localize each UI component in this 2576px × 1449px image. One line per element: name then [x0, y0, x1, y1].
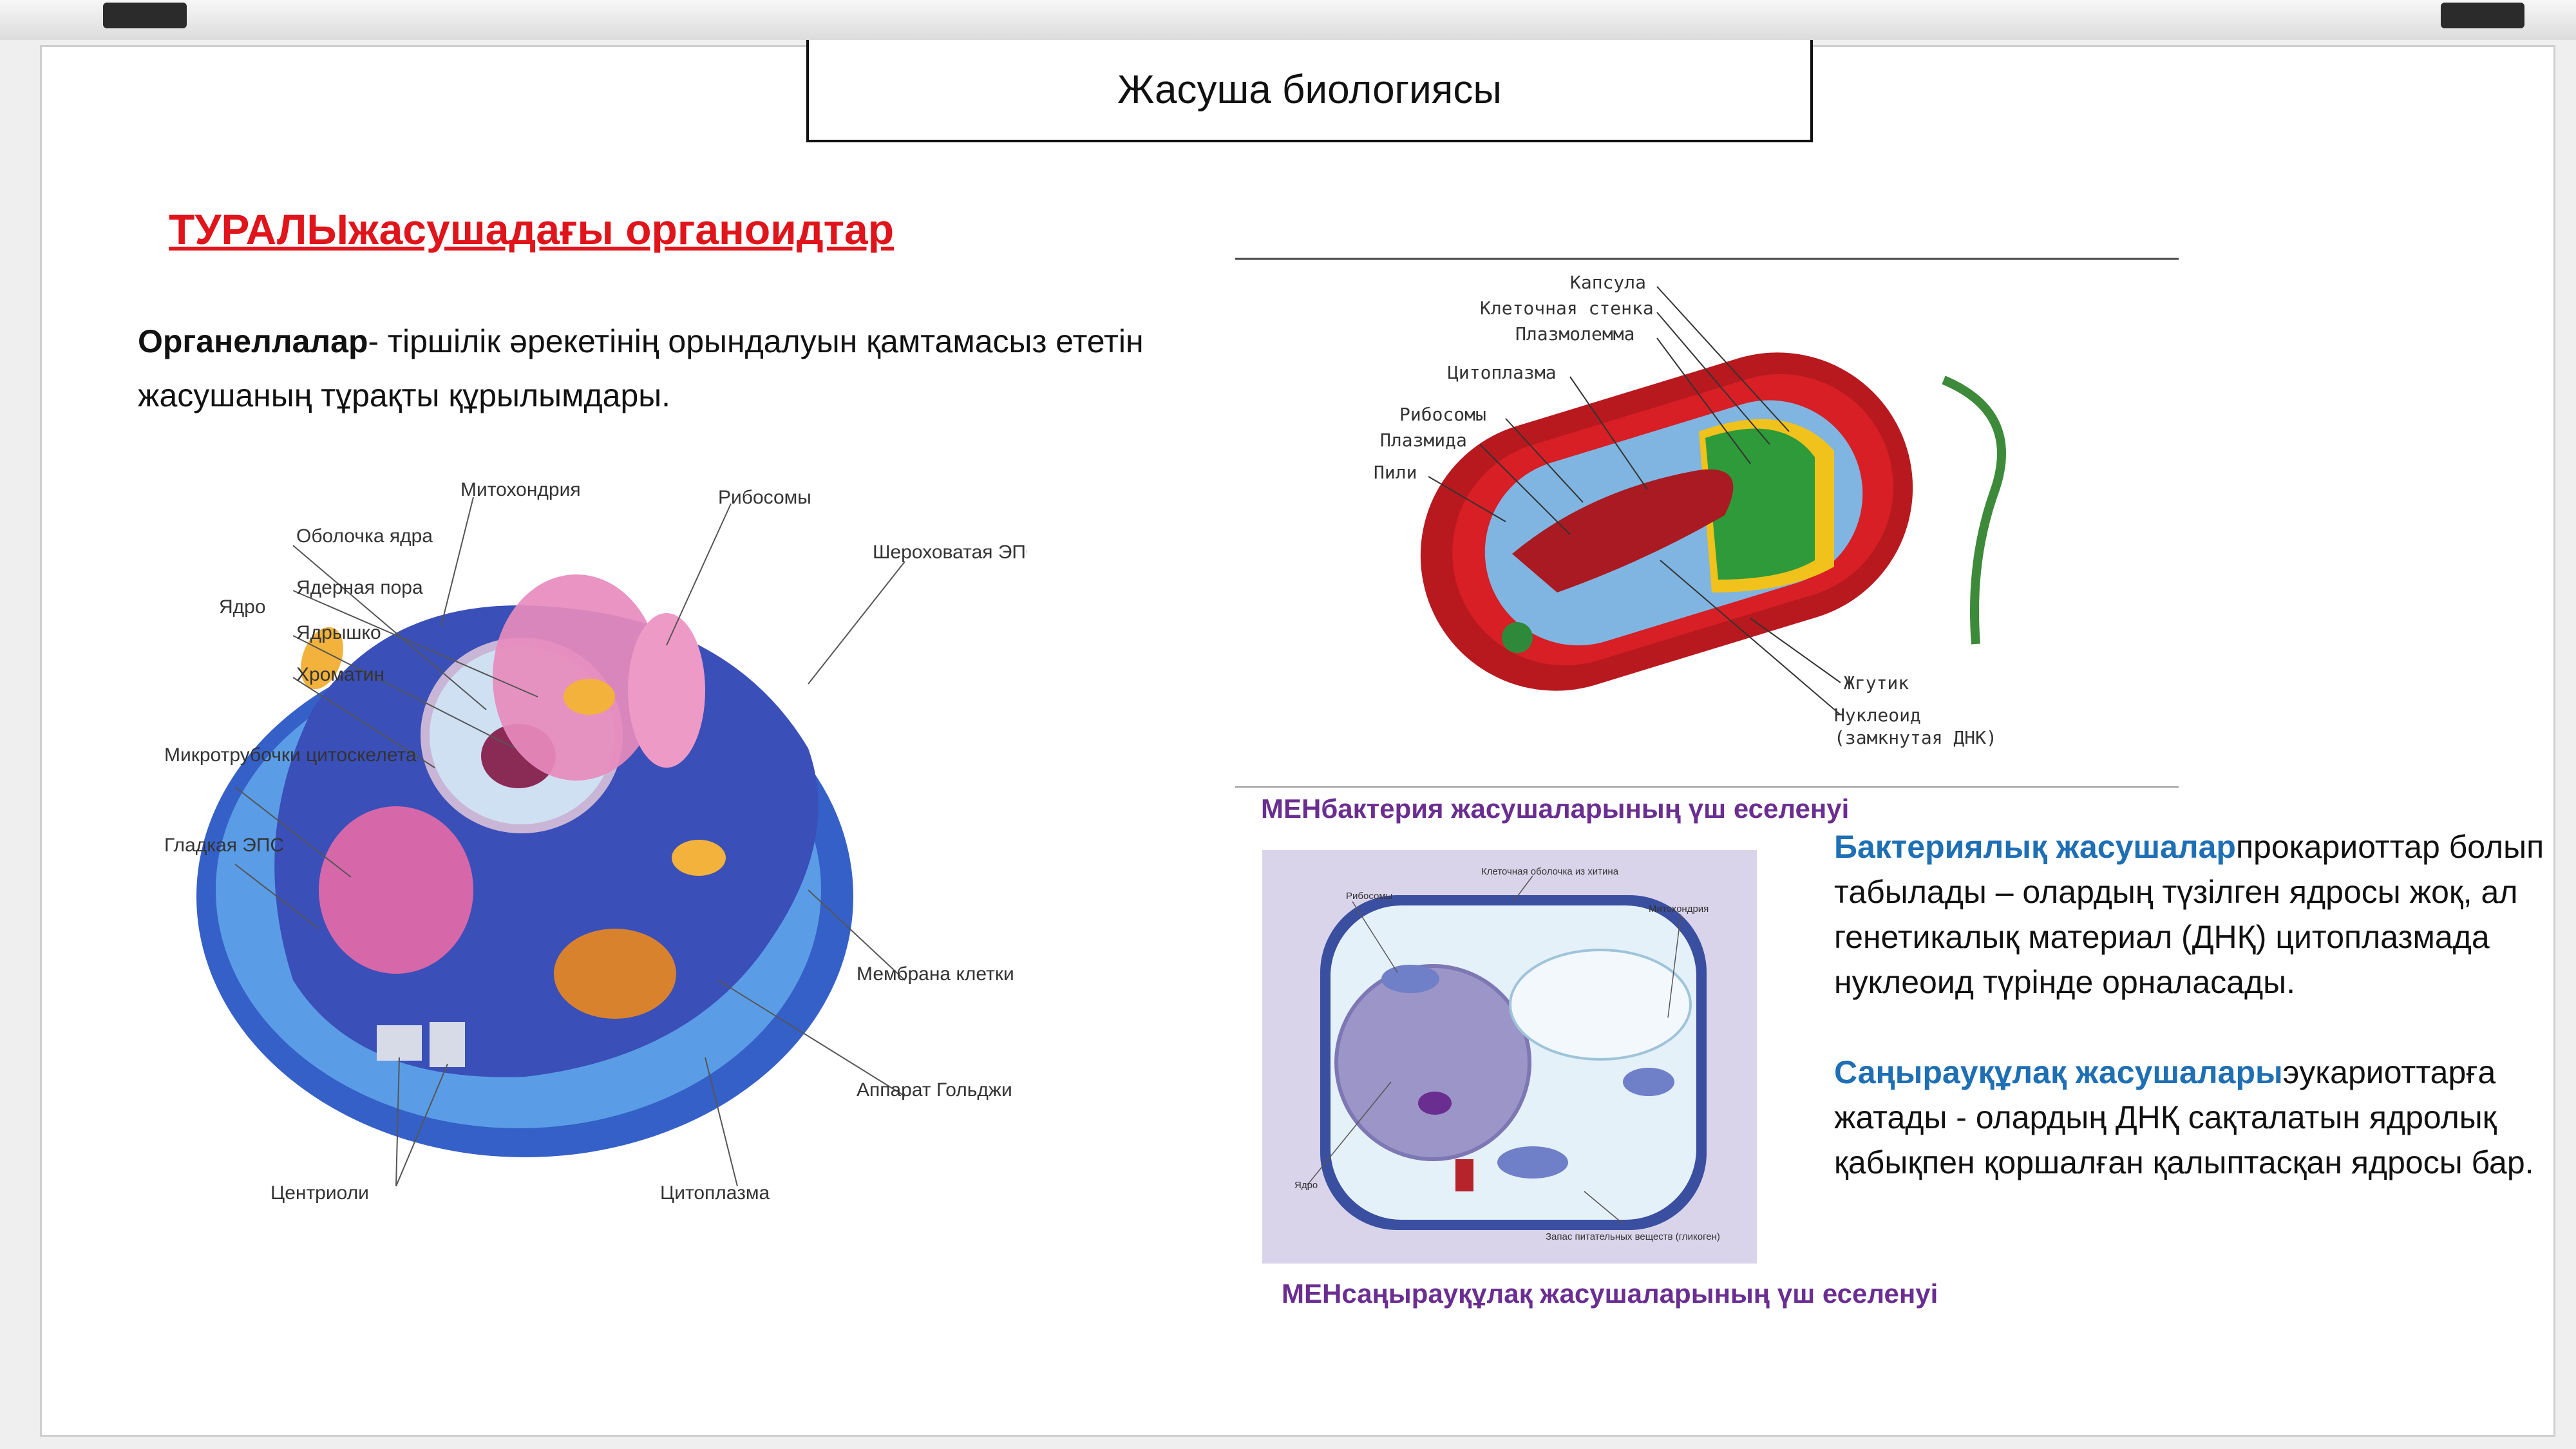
- bacteria-paragraph: Бактериялық жасушаларпрокариоттар болып …: [1834, 824, 2549, 1005]
- label-nuclear-pore: Ядерная пора: [296, 577, 423, 598]
- label-mitochondria: Митохондрия: [1649, 904, 1709, 914]
- bacteria-text: прокариоттар болып табылады – олардың тү…: [1834, 829, 2544, 1000]
- label-plasmid: Плазмида: [1380, 430, 1467, 451]
- board-frame-top: [0, 0, 2576, 40]
- slide-title: Жасуша биологиясы: [806, 40, 1813, 142]
- bacteria-term: Бактериялық жасушалар: [1834, 829, 2236, 865]
- label-golgi: Аппарат Гольджи: [857, 1079, 1012, 1101]
- animal-cell-diagram: Митохондрия Рибосомы Шероховатая ЭПС Ядр…: [164, 478, 1027, 1264]
- label-membrane: Мембрана клетки: [857, 963, 1014, 985]
- label-mitochondria: Митохондрия: [460, 479, 581, 500]
- bacteria-cell-diagram: Капсула Клеточная стенка Плазмолемма Цит…: [1235, 258, 2179, 788]
- label-chitin-wall: Клеточная оболочка из хитина: [1481, 866, 1619, 877]
- label-nucleus: Ядро: [1294, 1180, 1318, 1191]
- label-nucleoid: Нуклеоид: [1834, 705, 1921, 726]
- label-rough-er: Шероховатая ЭПС: [873, 542, 1027, 563]
- label-smooth-er: Гладкая ЭПС: [164, 835, 284, 856]
- label-ribosomes: Рибосомы: [1346, 891, 1392, 902]
- fungi-term: Саңырауқұлақ жасушалары: [1834, 1054, 2283, 1090]
- label-cytoplasm: Цитоплазма: [1448, 362, 1557, 383]
- label-plasmalemma: Плазмолемма: [1515, 323, 1634, 345]
- bacteria-caption: МЕНбактерия жасушаларының үш еселенуі: [1261, 793, 1850, 824]
- board-clip-right: [2441, 3, 2524, 28]
- info-text: Бактериялық жасушаларпрокариоттар болып …: [1834, 824, 2549, 1185]
- label-ribosomes: Рибосомы: [1399, 404, 1486, 425]
- board-clip-left: [103, 3, 187, 28]
- section-heading: ТУРАЛЫжасушадағы органоидтар: [169, 205, 895, 253]
- label-pili: Пили: [1374, 462, 1417, 483]
- label-nucleus: Ядро: [219, 596, 266, 618]
- fungi-text: эукариоттарға жатады - олардың ДНҚ сақта…: [1834, 1054, 2534, 1180]
- label-nuclear-envelope: Оболочка ядра: [296, 526, 433, 547]
- label-chromatin: Хроматин: [296, 664, 384, 685]
- definition-paragraph: Органеллалар- тіршілік әрекетінің орында…: [138, 314, 1233, 422]
- label-capsule: Капсула: [1570, 272, 1646, 293]
- label-microtubules: Микротрубочки цитоскелета: [164, 744, 417, 766]
- label-cell-wall: Клеточная стенка: [1480, 298, 1654, 319]
- label-cytoplasm: Цитоплазма: [660, 1182, 770, 1204]
- label-nucleolus: Ядрышко: [296, 622, 381, 643]
- label-ribosomes: Рибосомы: [718, 487, 811, 508]
- label-flagellum: Жгутик: [1844, 672, 1909, 694]
- fungal-caption: МЕНсаңырауқұлақ жасушаларының үш еселену…: [1282, 1278, 1938, 1309]
- definition-text: - тіршілік әрекетінің орындалуын қамтама…: [138, 323, 1144, 413]
- definition-term: Органеллалар: [138, 323, 368, 359]
- fungi-paragraph: Саңырауқұлақ жасушаларыэукариоттарға жат…: [1834, 1050, 2549, 1185]
- label-centrioles: Центриоли: [270, 1182, 369, 1204]
- label-storage: Запас питательных веществ (гликоген): [1546, 1231, 1720, 1242]
- label-nucleoid-note: (замкнутая ДНК): [1834, 727, 1997, 748]
- fungal-cell-diagram: Клеточная оболочка из хитина Рибосомы Ми…: [1262, 850, 1757, 1264]
